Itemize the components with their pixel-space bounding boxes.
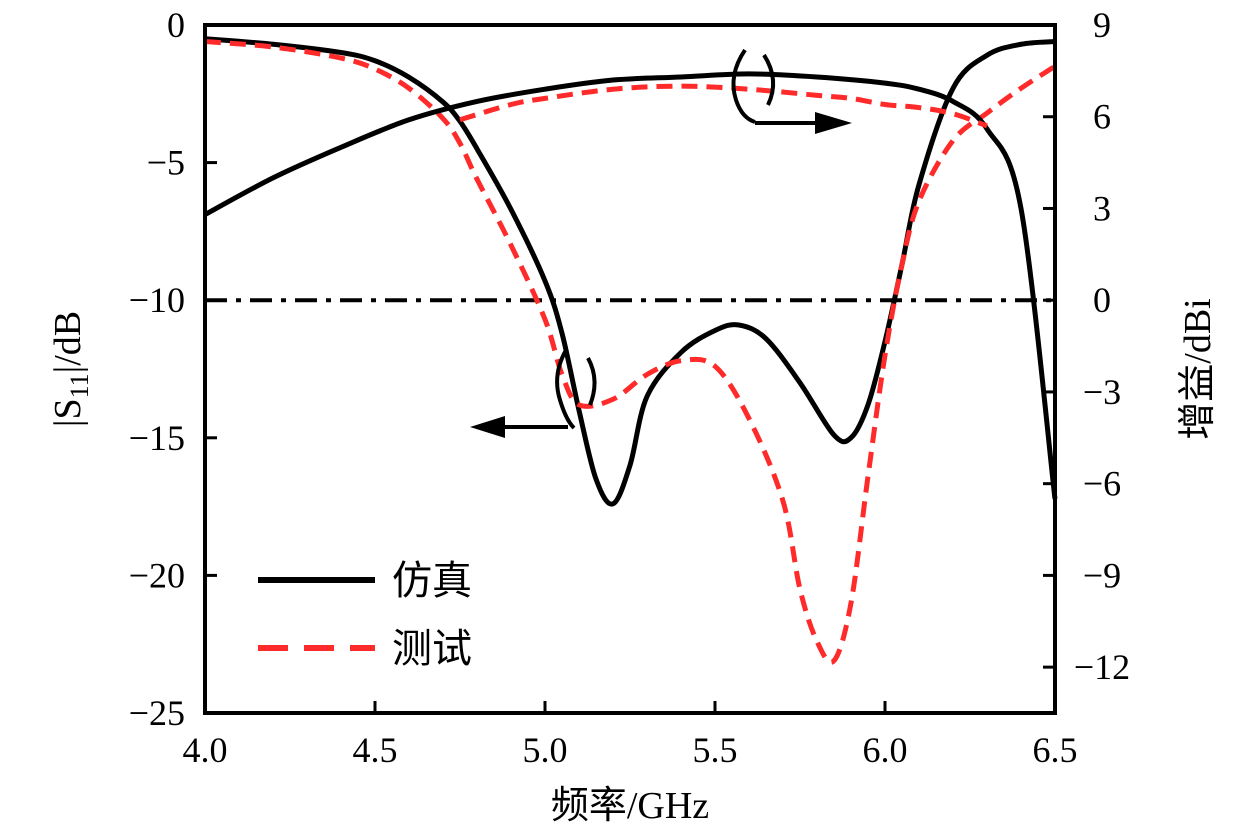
right-axis-indicator-bracket (731, 48, 756, 124)
x-tick-label: 6.0 (863, 730, 908, 770)
plot-frame (203, 23, 1057, 715)
right-axis-indicator-bracket-2 (762, 53, 776, 106)
series-line-s11-measured (204, 39, 1057, 665)
legend: 仿真 测试 (258, 558, 472, 671)
right-tick-label: −3 (1083, 372, 1121, 412)
right-tick-label: 3 (1093, 188, 1111, 228)
right-tick-label: −9 (1083, 555, 1121, 595)
right-tick-label: 0 (1093, 280, 1111, 320)
left-axis-title: |S11|/dB (47, 311, 94, 427)
x-tick-label: 5.0 (523, 730, 568, 770)
left-tick-label: −15 (129, 418, 185, 458)
right-axis-title: 增益/dBi (1177, 298, 1219, 439)
left-tick-label: −5 (147, 143, 185, 183)
x-axis-ticks: 4.0 4.5 5.0 5.5 6.0 6.5 (183, 701, 1078, 770)
right-tick-label: 6 (1093, 97, 1111, 137)
left-tick-label: −20 (129, 555, 185, 595)
x-axis-title: 频率/GHz (551, 785, 709, 827)
series-line-s11-simulated (204, 36, 1056, 507)
right-tick-label: 9 (1093, 5, 1111, 45)
left-axis-title-subscript: 11 (65, 373, 94, 398)
left-tick-label: 0 (167, 5, 185, 45)
left-tick-label: −25 (129, 693, 185, 733)
legend-label-meas: 测试 (392, 626, 472, 671)
annotation-layer (470, 48, 852, 438)
right-axis-ticks: 9 6 3 0 −3 −6 −9 −12 (1043, 5, 1130, 687)
x-tick-label: 5.5 (693, 730, 738, 770)
legend-label-sim: 仿真 (392, 558, 472, 603)
left-tick-label: −10 (129, 280, 185, 320)
right-arrow-icon (815, 112, 852, 134)
x-tick-label: 6.5 (1033, 730, 1078, 770)
series-line-gain-simulated (203, 71, 1058, 500)
series-line-gain-measured (459, 83, 988, 129)
left-axis-ticks: 0 −5 −10 −15 −20 −25 (129, 5, 217, 733)
series-layer (203, 36, 1058, 665)
left-axis-indicator-bracket (555, 349, 576, 430)
right-tick-label: −12 (1074, 647, 1130, 687)
right-tick-label: −6 (1083, 464, 1121, 504)
x-tick-label: 4.5 (353, 730, 398, 770)
left-axis-indicator-bracket-2 (586, 357, 597, 406)
left-arrow-icon (470, 416, 505, 438)
x-tick-label: 4.0 (183, 730, 228, 770)
